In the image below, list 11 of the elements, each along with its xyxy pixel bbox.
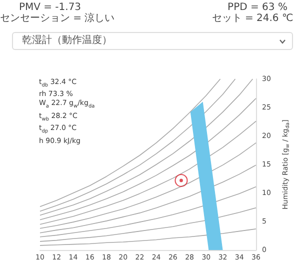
text: PMV = -1.73 (18, 2, 82, 13)
line-series (40, 207, 256, 242)
line-series (40, 164, 256, 234)
text: PPD = 63 % (226, 2, 288, 13)
line-series (40, 186, 256, 238)
text: センセーション = 涼しい (0, 13, 115, 24)
text: 乾湿計（動作温度） (12, 32, 293, 50)
line-series (40, 98, 256, 220)
line-series (40, 228, 256, 246)
line-series (40, 120, 256, 225)
text: セット = 24.6 ℃ (210, 13, 294, 24)
